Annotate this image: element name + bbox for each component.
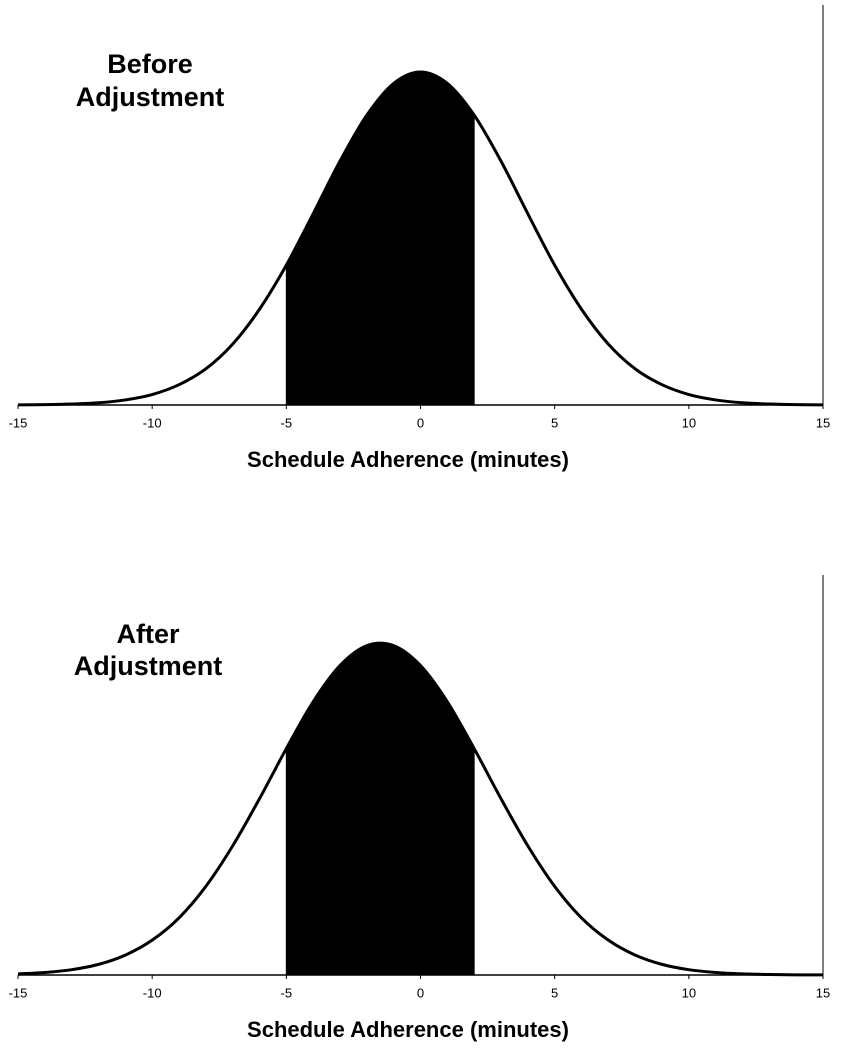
x-tick-label: -15 xyxy=(9,415,28,430)
x-tick-label: -5 xyxy=(281,985,293,1000)
distribution-curve xyxy=(17,70,824,407)
shaded-area xyxy=(285,71,475,406)
shaded-area xyxy=(285,642,475,976)
x-tick-label: 15 xyxy=(816,415,830,430)
x-tick-label: 10 xyxy=(682,415,696,430)
x-tick-label: 5 xyxy=(551,415,558,430)
x-tick-label: -10 xyxy=(143,415,162,430)
x-tick-label: 15 xyxy=(816,985,830,1000)
x-tick-label: -15 xyxy=(9,985,28,1000)
x-tick-label: 5 xyxy=(551,985,558,1000)
chart-title: After xyxy=(116,619,179,649)
distribution-curve xyxy=(17,641,824,977)
chart-title: Adjustment xyxy=(74,651,223,681)
x-tick-label: -5 xyxy=(281,415,293,430)
chart-title: Adjustment xyxy=(76,82,225,112)
x-tick-label: -10 xyxy=(143,985,162,1000)
x-axis-title: Schedule Adherence (minutes) xyxy=(247,447,569,472)
x-axis-title: Schedule Adherence (minutes) xyxy=(247,1017,569,1042)
x-tick-label: 0 xyxy=(417,415,424,430)
chart-title: Before xyxy=(107,49,193,79)
x-tick-label: 0 xyxy=(417,985,424,1000)
x-tick-label: 10 xyxy=(682,985,696,1000)
